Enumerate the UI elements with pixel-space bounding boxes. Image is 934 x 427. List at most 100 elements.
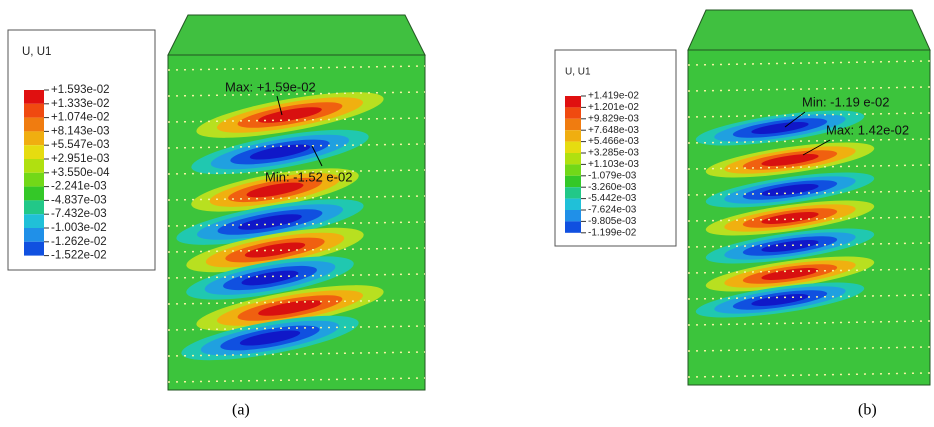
legend-swatch (565, 96, 581, 108)
legend-label: +5.466e-03 (588, 136, 639, 147)
annotation: Max: +1.59e-02 (225, 79, 316, 94)
legend-swatch (565, 187, 581, 199)
contour-band (258, 300, 322, 316)
legend-swatch (565, 164, 581, 176)
mesh-line (688, 112, 930, 118)
legend-title: U, U1 (565, 67, 591, 78)
mesh-line (168, 65, 425, 71)
contour-band (761, 154, 819, 166)
legend-label: -1.079e-03 (588, 170, 637, 181)
mesh-line (688, 190, 930, 196)
legend-swatch (24, 186, 44, 201)
mesh-line (168, 351, 425, 357)
legend-label: -1.199e-02 (588, 227, 637, 238)
legend-swatch (565, 118, 581, 131)
legend-swatch (565, 130, 581, 142)
legend-label: +1.074e-02 (51, 112, 110, 124)
arrow (784, 111, 806, 128)
legend-label: +8.143e-03 (51, 125, 110, 137)
top-face (167, 14, 426, 56)
mesh-line (168, 377, 425, 383)
mesh-line (688, 320, 930, 326)
legend-swatch (24, 103, 44, 118)
mesh-line (688, 294, 930, 300)
mesh-line (688, 60, 930, 66)
contour-band (761, 212, 819, 224)
legend-label: -7.624e-03 (588, 205, 637, 216)
legend-label: +1.333e-02 (51, 98, 110, 110)
legend-label: -4.837e-03 (51, 194, 107, 206)
annotation: Min: -1.52 e-02 (265, 169, 352, 184)
mesh-line (688, 138, 930, 144)
legend-swatch (565, 141, 581, 153)
legend-swatch (565, 210, 581, 222)
legend-swatch (24, 200, 44, 215)
mesh-line (688, 164, 930, 170)
mesh-line (168, 195, 425, 201)
mesh-line (688, 268, 930, 274)
mesh-line (168, 247, 425, 253)
legend-swatch (24, 172, 44, 187)
legend-swatch (565, 198, 581, 210)
mesh-line (168, 91, 425, 97)
annotation: Max: 1.42e-02 (826, 122, 909, 137)
legend-label: +5.547e-03 (51, 139, 110, 151)
contour-band (244, 242, 306, 258)
legend-label: -2.241e-03 (51, 181, 107, 193)
mesh-line (168, 143, 425, 149)
contour-band (241, 270, 299, 286)
legend-swatch (24, 241, 44, 256)
mesh-line (688, 242, 930, 248)
contour-band (751, 122, 809, 134)
arrow (276, 95, 283, 116)
caption: (b) (858, 402, 877, 419)
legend-swatch (565, 107, 581, 119)
legend-swatch (565, 221, 581, 233)
mesh-line (688, 346, 930, 352)
legend-label: +1.201e-02 (588, 102, 639, 113)
contour-band (239, 330, 301, 346)
legend-label: -1.522e-02 (51, 250, 107, 262)
legend-swatch (24, 131, 44, 146)
mesh-line (168, 273, 425, 279)
legend-swatch (24, 145, 44, 159)
legend-label: -5.442e-03 (588, 193, 637, 204)
mesh-line (168, 299, 425, 305)
legend-label: -9.805e-03 (588, 216, 637, 227)
contour-band (246, 182, 304, 198)
contours (168, 65, 425, 383)
mesh-line (168, 117, 425, 123)
contour-band (761, 240, 819, 252)
legend-label: +3.550e-04 (51, 167, 110, 179)
caption: (a) (232, 402, 250, 419)
legend-label: +1.593e-02 (51, 84, 110, 96)
legend-label: +1.419e-02 (588, 91, 639, 102)
legend-label: -3.260e-03 (588, 182, 637, 193)
legend-swatch (565, 153, 581, 165)
top-face (687, 9, 931, 51)
contour-band (249, 144, 311, 160)
legend-label: -1.003e-02 (51, 222, 107, 234)
contour-band (761, 268, 819, 280)
legend-title: U, U1 (22, 46, 51, 58)
arrow (311, 145, 323, 167)
legend-label: +9.829e-03 (588, 113, 639, 124)
mesh-line (168, 169, 425, 175)
mesh-line (688, 372, 930, 378)
legend-label: -7.432e-03 (51, 208, 107, 220)
legend-swatch (24, 214, 44, 228)
contour-band (751, 294, 809, 306)
contour-band (761, 184, 819, 196)
contour-band (238, 214, 302, 230)
legend-swatch (24, 117, 44, 132)
mesh-line (688, 216, 930, 222)
mesh-line (688, 86, 930, 92)
contours (688, 60, 930, 378)
legend-label: +1.103e-03 (588, 159, 639, 170)
legend-swatch (24, 159, 44, 173)
legend-label: +7.648e-03 (588, 125, 639, 136)
legend-label: +3.285e-03 (588, 148, 639, 159)
contour-band (258, 107, 322, 123)
legend-swatch (565, 175, 581, 188)
